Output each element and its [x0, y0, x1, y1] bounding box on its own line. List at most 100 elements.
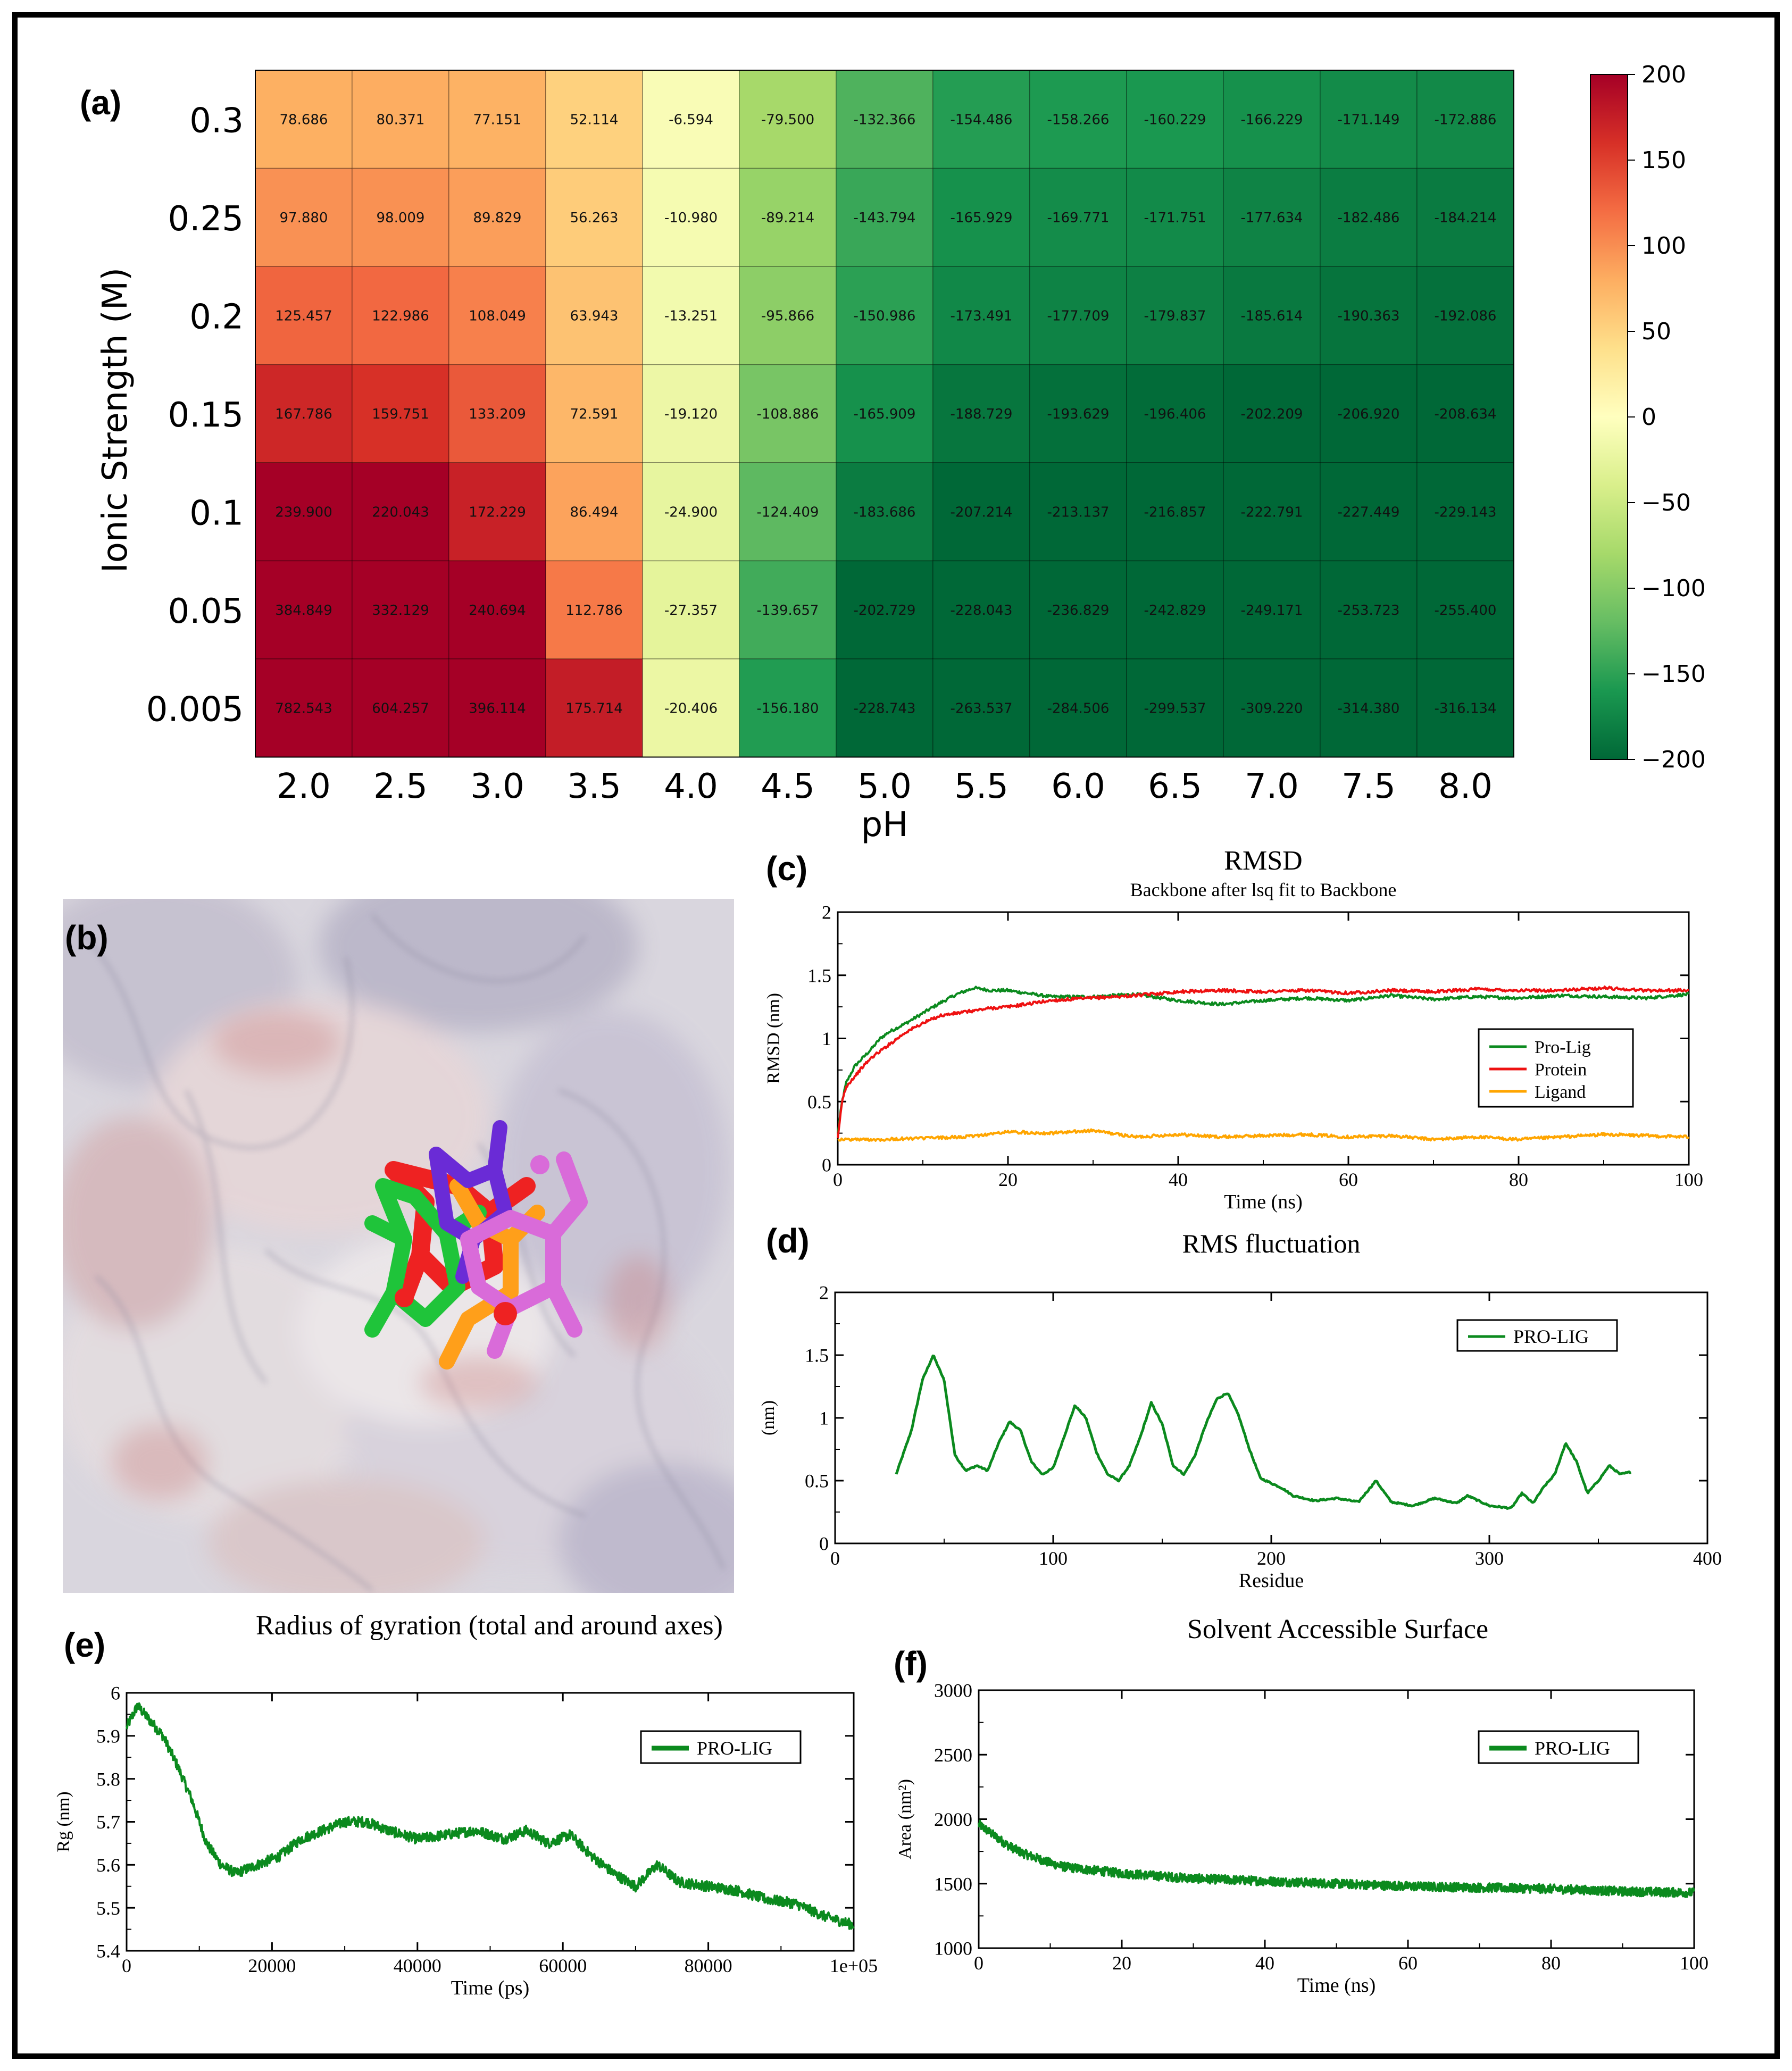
- heatmap-cell: [932, 560, 1030, 659]
- heatmap-cell-value: -314.380: [1338, 700, 1400, 716]
- legend-label: Ligand: [1535, 1082, 1586, 1102]
- y-tick-label: 5.5: [96, 1898, 120, 1919]
- heatmap-cell-value: -263.537: [951, 700, 1013, 716]
- heatmap-cell: [255, 70, 353, 169]
- heatmap-cell: [352, 364, 449, 463]
- y-tick-label: 2500: [934, 1744, 972, 1766]
- heatmap-cell-value: -143.794: [854, 210, 916, 226]
- panel-label-c: (c): [766, 849, 807, 888]
- x-tick-label: 20: [998, 1169, 1018, 1190]
- heatmap-cell: [1320, 658, 1418, 758]
- legend-label: PRO-LIG: [1513, 1326, 1589, 1347]
- heatmap-cell: [255, 560, 353, 659]
- y-tick-label: 1.5: [807, 965, 831, 986]
- heatmap-cell-value: -192.086: [1435, 308, 1497, 324]
- heatmap-cell-value: 98.009: [377, 210, 425, 226]
- heatmap-cell-value: -208.634: [1435, 406, 1497, 422]
- heatmap-cell: [932, 462, 1030, 562]
- heatmap-cell: [642, 70, 740, 169]
- x-tick-label: 80: [1541, 1952, 1561, 1974]
- series-line-pro-lig: [978, 1819, 1695, 1898]
- x-tick-label: 100: [1674, 1169, 1703, 1190]
- heatmap-cell-value: -124.409: [757, 504, 819, 520]
- heatmap-cell-value: -309.220: [1241, 700, 1303, 716]
- chart-title: Radius of gyration (total and around axe…: [256, 1610, 723, 1641]
- x-tick-label: 100: [1680, 1952, 1708, 1974]
- heatmap-cell-value: -184.214: [1435, 210, 1497, 226]
- heatmap-cell-value: -190.363: [1338, 308, 1400, 324]
- y-tick-label: 0: [822, 1155, 831, 1176]
- heatmap-cell-value: -171.149: [1338, 112, 1400, 128]
- heatmap-cell-value: -242.829: [1144, 603, 1206, 619]
- x-tick-label: 2.5: [373, 767, 428, 806]
- heatmap-cell: [448, 70, 546, 169]
- colorbar: [1590, 74, 1628, 760]
- heatmap-cell-value: -216.857: [1144, 504, 1206, 520]
- y-axis-label: Ionic Strength (M): [96, 268, 135, 573]
- y-tick-label: 1000: [934, 1938, 972, 1959]
- x-tick-label: 20000: [248, 1955, 296, 1976]
- y-tick-label: 5.9: [96, 1725, 120, 1747]
- heatmap-cell-value: -193.629: [1047, 406, 1110, 422]
- heatmap-cell: [1320, 70, 1418, 169]
- y-axis-label: Rg (nm): [54, 1791, 73, 1852]
- heatmap-cell-value: -160.229: [1144, 112, 1206, 128]
- heatmap-cell-value: -316.134: [1435, 700, 1497, 716]
- heatmap-cell: [448, 364, 546, 463]
- heatmap-cell: [1126, 266, 1224, 365]
- x-tick-label: 0: [830, 1548, 840, 1569]
- y-tick-label: 0.5: [807, 1091, 831, 1113]
- heatmap-cell: [352, 658, 449, 758]
- heatmap-cell-value: -172.886: [1435, 112, 1497, 128]
- heatmap-cell: [642, 364, 740, 463]
- heatmap-cell-value: -177.709: [1047, 308, 1110, 324]
- heatmap-cell-value: -13.251: [664, 308, 718, 324]
- heatmap-cell-value: -89.214: [761, 210, 814, 226]
- heatmap-cell: [836, 168, 933, 267]
- heatmap-cell-value: -10.980: [664, 210, 718, 226]
- x-tick-label: 60000: [539, 1955, 587, 1976]
- heatmap-cell-value: -165.909: [854, 406, 916, 422]
- x-tick-label: 2.0: [277, 767, 331, 806]
- heatmap-cell-value: -158.266: [1047, 112, 1110, 128]
- heatmap-cell-value: -196.406: [1144, 406, 1206, 422]
- y-tick-label: 5.8: [96, 1768, 120, 1790]
- x-tick-label: 80: [1509, 1169, 1528, 1190]
- series-line-protein: [837, 986, 1689, 1139]
- x-tick-label: 4.5: [761, 767, 815, 806]
- heatmap-cell-value: 125.457: [275, 308, 332, 324]
- panel-label-d: (d): [766, 1222, 810, 1260]
- heatmap-cell: [1029, 70, 1127, 169]
- y-axis-label: Area (nm²): [895, 1779, 915, 1859]
- heatmap-cell-value: -222.791: [1241, 504, 1303, 520]
- heatmap-cell-value: 240.694: [469, 603, 526, 619]
- colorbar-tick-label: 50: [1641, 318, 1671, 345]
- colorbar-tick-label: 200: [1641, 61, 1686, 88]
- x-axis-label: Time (ns): [1297, 1974, 1376, 1997]
- x-tick-label: 300: [1475, 1548, 1504, 1569]
- series-line-ligand: [837, 1128, 1690, 1142]
- heatmap-cell: [739, 560, 837, 659]
- heatmap-cell-value: -95.866: [761, 308, 814, 324]
- x-tick-label: 60: [1339, 1169, 1358, 1190]
- ligand-sticks: [364, 1120, 588, 1369]
- heatmap-cell-value: -253.723: [1338, 603, 1400, 619]
- x-tick-label: 6.5: [1148, 767, 1202, 806]
- heatmap-cell: [255, 168, 353, 267]
- series-line-pro-lig: [895, 1354, 1631, 1510]
- heatmap-cell-value: -177.634: [1241, 210, 1303, 226]
- heatmap-cell: [739, 658, 837, 758]
- heatmap-cell-value: -185.614: [1241, 308, 1303, 324]
- heatmap-cell-value: 108.049: [469, 308, 526, 324]
- heatmap-cell-value: 122.986: [372, 308, 429, 324]
- heatmap-cell: [1320, 560, 1418, 659]
- heatmap-cell: [352, 266, 449, 365]
- y-axis-label: (nm): [759, 1400, 778, 1435]
- series-line-pro-lig: [837, 986, 1690, 1133]
- heatmap-cell: [545, 560, 643, 659]
- heatmap-cell: [1126, 658, 1224, 758]
- y-tick-label: 2000: [934, 1809, 972, 1830]
- x-tick-label: 1e+05: [830, 1955, 878, 1976]
- heatmap-cell-value: -227.449: [1338, 504, 1400, 520]
- chart-subtitle: Backbone after lsq fit to Backbone: [1130, 879, 1397, 900]
